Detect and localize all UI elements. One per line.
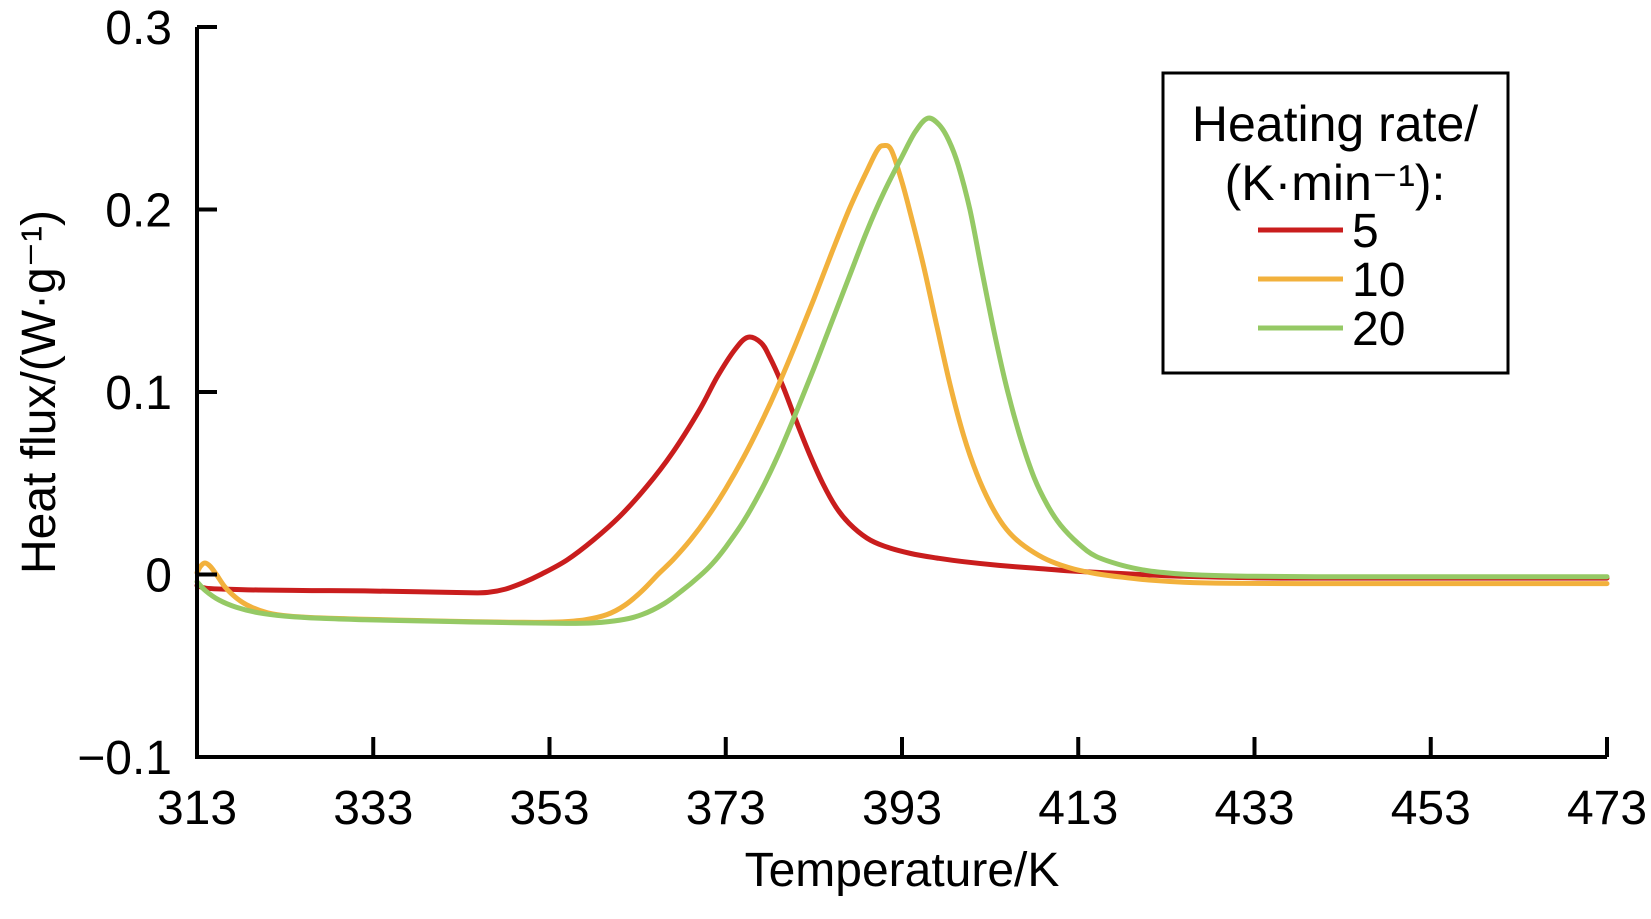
axes-group bbox=[195, 25, 1609, 759]
x-axis-title: Temperature/K bbox=[745, 844, 1060, 897]
y-tick-label: 0 bbox=[145, 550, 172, 603]
x-tick-label: 373 bbox=[686, 782, 766, 835]
y-tick-label: 0.1 bbox=[105, 367, 172, 420]
x-tick-label: 313 bbox=[157, 782, 237, 835]
x-tick-labels: 313 333 353 373 393 413 433 453 473 bbox=[157, 782, 1647, 835]
legend-title-line1: Heating rate/ bbox=[1192, 96, 1478, 152]
curve-heating-rate-20 bbox=[194, 115, 1610, 626]
x-tick-label: 333 bbox=[333, 782, 413, 835]
legend-label-10: 10 bbox=[1352, 254, 1405, 307]
legend-title-line2: (K·min⁻¹): bbox=[1225, 155, 1446, 211]
y-tick-label: 0.3 bbox=[105, 2, 172, 55]
x-tick-label: 453 bbox=[1391, 782, 1471, 835]
legend-label-20: 20 bbox=[1352, 303, 1405, 356]
y-axis-title: Heat flux/(W·g⁻¹) bbox=[13, 210, 66, 574]
legend-label-5: 5 bbox=[1352, 205, 1379, 258]
curve-heating-rate-5 bbox=[194, 334, 1610, 596]
x-tick-label: 433 bbox=[1214, 782, 1294, 835]
x-tick-label: 393 bbox=[862, 782, 942, 835]
curves-group bbox=[194, 115, 1610, 626]
y-tick-labels: −0.1 0 0.1 0.2 0.3 bbox=[77, 2, 172, 785]
x-tick-label: 473 bbox=[1567, 782, 1647, 835]
y-tick-label: −0.1 bbox=[77, 732, 172, 785]
legend-box bbox=[1161, 71, 1510, 375]
x-tick-label: 353 bbox=[509, 782, 589, 835]
x-tick-label: 413 bbox=[1038, 782, 1118, 835]
ticks-group bbox=[195, 25, 1609, 759]
y-tick-label: 0.2 bbox=[105, 185, 172, 238]
